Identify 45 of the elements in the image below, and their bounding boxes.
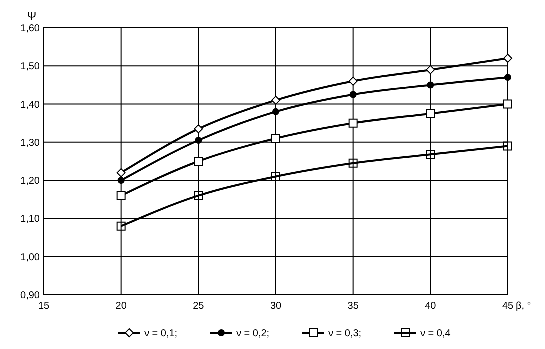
y-axis-title: Ψ [27,11,37,23]
point [504,54,512,64]
x-tick-label: 35 [348,301,360,312]
legend-label: ν = 0,1; [144,328,178,340]
x-axis-title: β, ° [516,301,532,312]
x-tick-label: 20 [116,301,128,312]
point [348,158,358,168]
point [272,96,280,105]
point [194,191,204,200]
point [348,76,358,86]
y-tick-label: 1,50 [20,62,40,73]
point [426,150,436,160]
y-tick-label: 0,90 [20,290,40,302]
point [426,109,436,118]
point [116,168,126,178]
x-tick-label: 40 [425,301,437,312]
point [194,157,204,166]
point [272,172,280,182]
y-tick-label: 1,20 [20,176,40,188]
point [504,142,512,151]
y-tick-label: 1,40 [20,100,40,111]
point [272,134,280,144]
x-tick-label: 15 [38,301,50,312]
point [194,124,204,134]
point [272,108,280,116]
y-tick-label: 1,60 [20,24,40,34]
x-tick-label: 30 [270,301,282,312]
point [116,222,126,231]
y-tick-label: 1,00 [20,252,40,264]
x-tick-label: 45 [502,301,514,312]
point [348,118,358,128]
legend-label: ν = 0,3; [328,328,362,340]
legend-label: ν = 0,2; [236,328,270,340]
point [195,137,202,144]
point [118,177,125,184]
point [504,74,512,82]
y-tick-label: 1,30 [20,138,40,149]
y-tick-label: 1,10 [20,214,40,226]
point [350,91,357,98]
legend-label: ν = 0,4 [420,328,452,340]
x-tick-label: 25 [193,301,205,312]
point [504,100,512,109]
point [427,82,434,89]
point [426,65,436,74]
point [116,191,126,200]
